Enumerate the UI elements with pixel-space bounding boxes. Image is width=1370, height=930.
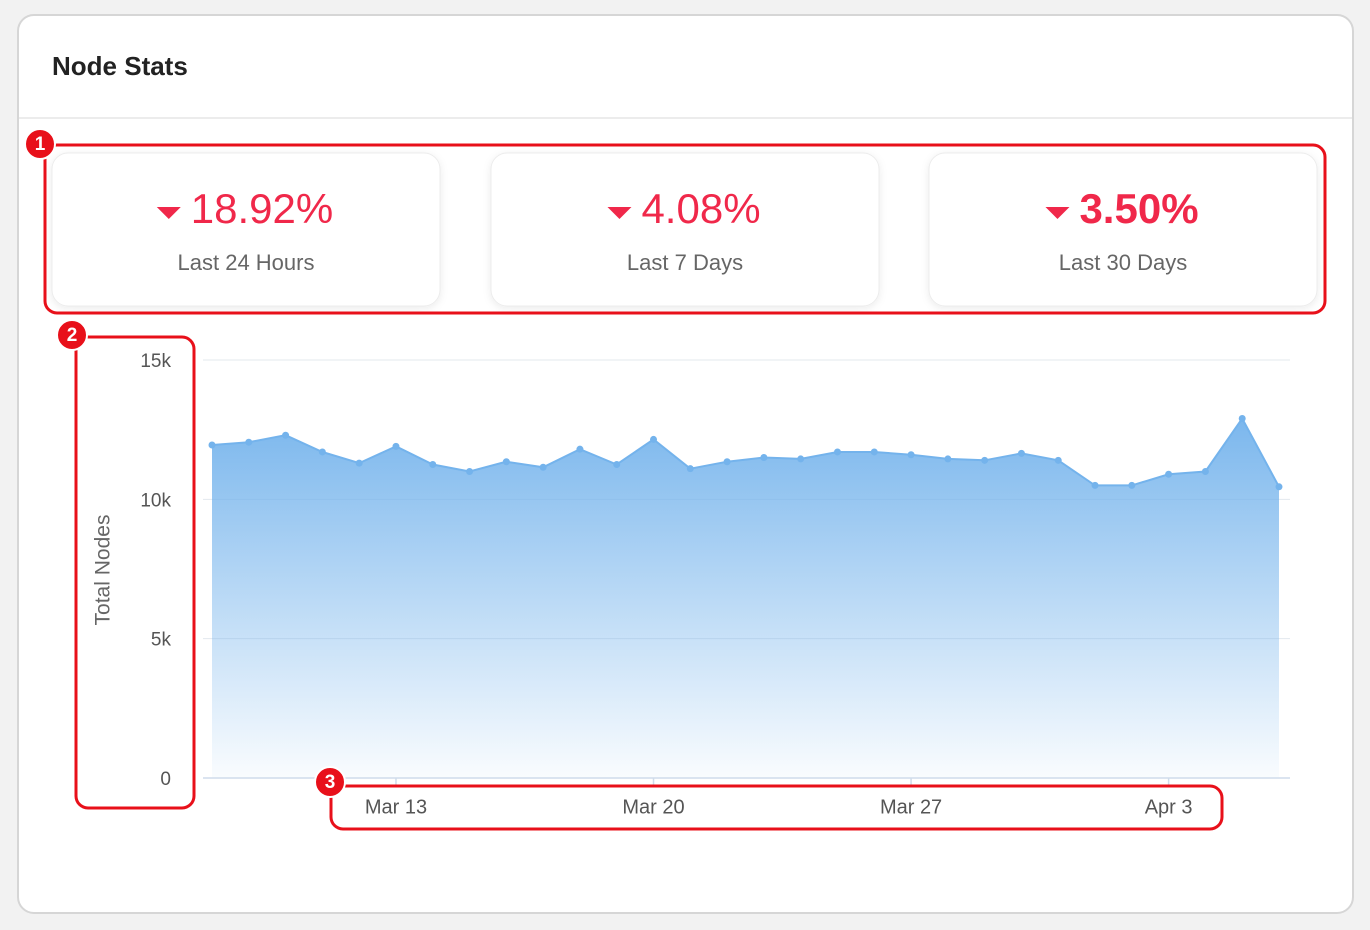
stat-value: 3.50% [1079,185,1198,232]
point [1017,449,1025,457]
annotation-box [329,784,1224,831]
point [576,445,584,453]
point [907,451,915,459]
point [723,458,731,466]
point [797,455,805,463]
point [392,442,400,450]
x-tick-label: Mar 27 [880,796,942,818]
down-arrow [607,207,632,219]
point [981,456,989,464]
annotation-number: 1 [35,134,46,155]
point [1054,456,1062,464]
y-tick-label: 0 [160,769,171,790]
down-arrow [156,207,181,219]
stat-value: 18.92% [191,185,333,232]
point [686,465,694,473]
annotation-badge [56,319,88,351]
y-axis-label: Total Nodes [92,515,115,626]
point [208,441,216,449]
point [1201,467,1209,475]
point [429,461,437,468]
annotation-badge [24,128,56,160]
x-tick-label: Mar 20 [622,796,684,818]
line [211,416,1280,488]
point [1091,481,1099,489]
x-tick-label: Mar 13 [365,796,427,818]
stat-card [490,152,880,307]
stat-label: Last 7 Days [627,250,743,275]
stat-card [51,152,441,307]
panel-title: Node Stats [52,51,188,81]
down-arrow [1045,207,1070,219]
annotation-number: 2 [67,325,78,346]
point [650,435,658,443]
x-tick-label: Apr 3 [1145,796,1193,818]
annotation-box [43,143,1327,315]
point [870,448,878,456]
point [282,431,290,439]
stat-value: 4.08% [641,185,760,232]
point [466,467,474,475]
y-tick-label: 10k [140,490,171,511]
y-tick-label: 15k [140,351,171,372]
point [944,455,952,463]
point [1238,415,1246,423]
stat-card [928,152,1318,307]
point [760,454,768,462]
stat-label: Last 30 Days [1059,250,1187,275]
point [539,463,547,471]
point [355,459,363,467]
point [502,458,510,466]
point [245,438,253,446]
point [1165,470,1173,478]
area [212,418,1279,778]
annotation-badge [314,766,346,798]
stat-label: Last 24 Hours [178,250,315,275]
annotation-box [74,335,196,810]
point [1128,481,1136,489]
y-tick-label: 5k [151,630,172,651]
point [613,461,621,468]
annotation-number: 3 [325,772,336,793]
point [1275,483,1283,491]
point [318,448,326,456]
point [833,448,841,456]
